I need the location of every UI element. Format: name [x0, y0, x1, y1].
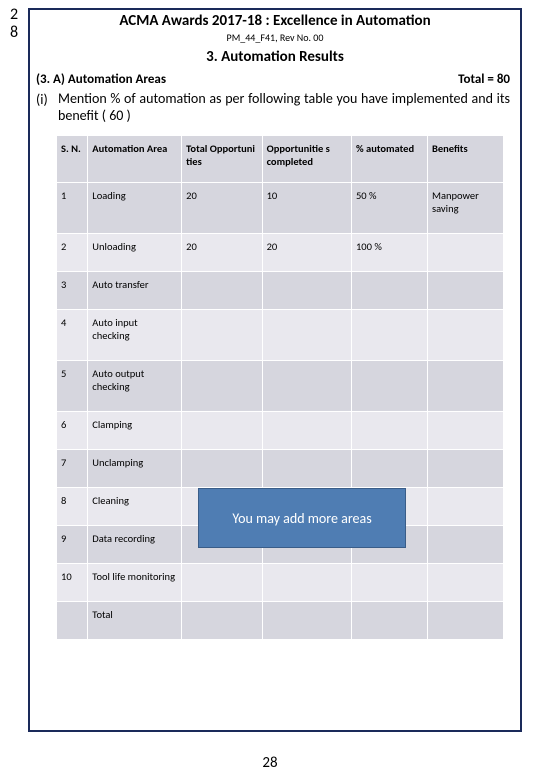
section-heading: 3. Automation Results	[30, 48, 520, 66]
table-row: Total	[57, 601, 504, 639]
th-pct: % automated	[351, 135, 427, 182]
table-row: 4Auto input checking	[57, 309, 504, 360]
table-row: 7Unclamping	[57, 449, 504, 487]
page-title: ACMA Awards 2017-18 : Excellence in Auto…	[30, 12, 520, 30]
section-3a-row: (3. A) Automation Areas Total = 80	[36, 72, 510, 87]
th-opp: Total Opportuni ties	[182, 135, 262, 182]
section-3a-label: (3. A) Automation Areas	[36, 72, 166, 87]
page-subtitle: PM_44_F41, Rev No. 00	[30, 31, 520, 44]
slide-number-left: 2 8	[8, 6, 20, 41]
th-sn: S. N.	[57, 135, 88, 182]
callout-text: You may add more areas	[232, 510, 371, 527]
slide-number-bottom: 8	[8, 24, 20, 42]
table-body: 1Loading201050 %Manpower saving 2Unloadi…	[57, 182, 504, 639]
table-row: 5Auto output checking	[57, 360, 504, 411]
th-area: Automation Area	[88, 135, 182, 182]
instruction-text: Mention % of automation as per following…	[58, 91, 510, 125]
th-completed: Opportunitie s completed	[262, 135, 351, 182]
instruction-row: (i) Mention % of automation as per follo…	[36, 91, 510, 125]
table-row: 6Clamping	[57, 411, 504, 449]
table-row: 2Unloading2020100 %	[57, 233, 504, 271]
table-row: 10Tool life monitoring	[57, 563, 504, 601]
callout-box: You may add more areas	[198, 488, 406, 548]
automation-table: S. N. Automation Area Total Opportuni ti…	[56, 135, 504, 640]
th-benefits: Benefits	[427, 135, 503, 182]
instruction-label: (i)	[36, 91, 58, 125]
table-header-row: S. N. Automation Area Total Opportuni ti…	[57, 135, 504, 182]
table-wrap: S. N. Automation Area Total Opportuni ti…	[56, 135, 504, 640]
slide-number-top: 2	[8, 6, 20, 24]
footer-page-number: 28	[0, 754, 540, 772]
table-row: 3Auto transfer	[57, 271, 504, 309]
section-3a-total: Total = 80	[458, 72, 510, 87]
table-row: 1Loading201050 %Manpower saving	[57, 182, 504, 233]
content-frame: ACMA Awards 2017-18 : Excellence in Auto…	[28, 8, 522, 732]
